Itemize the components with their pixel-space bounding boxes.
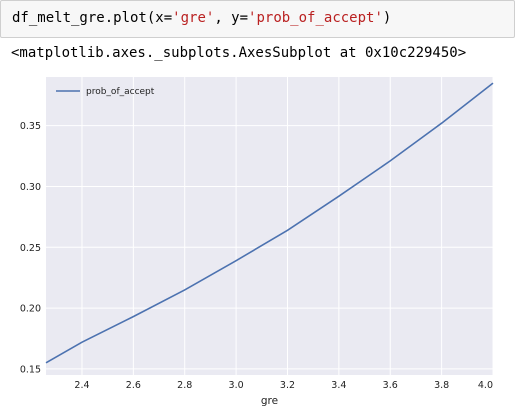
series-points [45, 83, 494, 363]
y-tick-label: 0.35 [20, 121, 41, 132]
code-string-gre: 'gre' [172, 10, 215, 26]
y-tick-label: 0.30 [20, 182, 41, 193]
x-tick-label: 2.8 [177, 380, 192, 391]
y-tick-labels: 0.15 0.20 0.25 0.30 0.35 [20, 121, 41, 375]
x-tick-label: 3.0 [229, 380, 244, 391]
code-suffix: ) [382, 10, 392, 26]
x-tick-label: 3.2 [280, 380, 295, 391]
y-tick-label: 0.15 [20, 364, 41, 375]
y-tick-label: 0.20 [20, 304, 41, 315]
x-tick-label: 2.6 [126, 380, 141, 391]
legend-label: prob_of_accept [86, 87, 155, 97]
x-tick-label: 2.4 [74, 380, 89, 391]
code-cell-input[interactable]: df_melt_gre.plot(x='gre', y='prob_of_acc… [0, 0, 515, 38]
x-axis-label: gre [261, 395, 278, 407]
y-tick-label: 0.25 [20, 243, 41, 254]
x-tick-label: 3.4 [331, 380, 346, 391]
x-tick-labels: 2.4 2.6 2.8 3.0 3.2 3.4 3.6 3.8 4.0 [74, 380, 493, 391]
x-tick-label: 4.0 [478, 380, 493, 391]
series-line-prob-of-accept [45, 82, 494, 364]
code-prefix: df_melt_gre.plot(x= [12, 10, 173, 26]
x-tick-label: 3.8 [434, 380, 449, 391]
code-line: df_melt_gre.plot(x='gre', y='prob_of_acc… [12, 10, 391, 26]
x-tick-label: 3.6 [383, 380, 398, 391]
legend: prob_of_accept [56, 87, 155, 97]
code-string-prob: 'prob_of_accept' [248, 10, 383, 26]
plot-area [46, 77, 493, 375]
output-repr-text: <matplotlib.axes._subplots.AxesSubplot a… [11, 45, 467, 61]
grid-lines [46, 77, 494, 375]
code-mid: , y= [214, 10, 249, 26]
